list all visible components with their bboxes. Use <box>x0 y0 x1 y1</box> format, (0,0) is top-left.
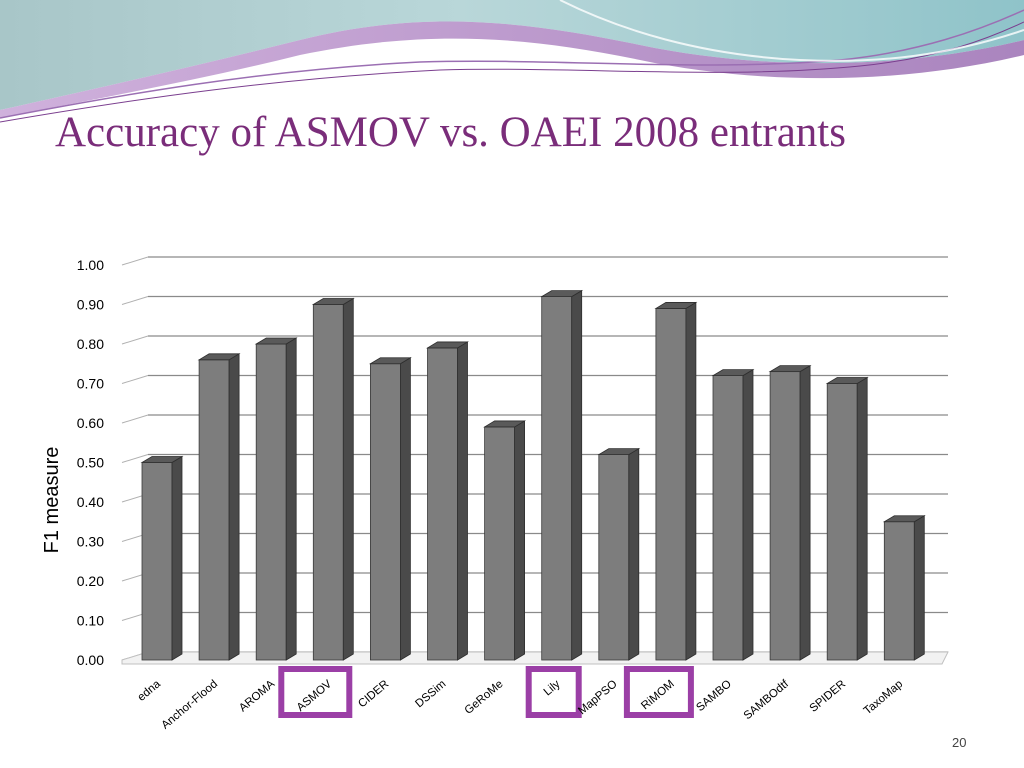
x-tick-label: MapPSO <box>576 678 619 717</box>
bar-top-RiMOM <box>654 302 698 309</box>
bar-top-ASMOV <box>311 298 355 305</box>
x-tick-label: SPIDER <box>808 678 849 715</box>
y-tick-label: 0.40 <box>77 494 104 510</box>
bar-top-CIDER <box>368 357 412 365</box>
x-tick-label: DSSim <box>413 678 448 710</box>
highlight-box-ASMOV <box>278 666 353 718</box>
x-tick-label: SAMBO <box>694 678 734 714</box>
bar-side-CIDER <box>399 357 411 661</box>
y-axis-label: F1 measure <box>41 447 63 554</box>
bar-chart: 0.00 0.10 0.20 0.30 0.40 0.50 0.60 0.70 0.80 0.90… <box>41 256 949 732</box>
gridline-diagonal <box>121 335 149 345</box>
y-tick-label: 0.50 <box>77 455 104 471</box>
bar-top-SPIDER <box>825 377 869 384</box>
bar-SAMBOdtf <box>769 371 801 661</box>
bar-ASMOV <box>312 304 344 661</box>
bar-side-SAMBO <box>742 368 754 661</box>
bar-DSSim <box>427 347 458 661</box>
x-tick-label: CIDER <box>356 678 391 710</box>
y-tick-label: 0.00 <box>77 652 104 668</box>
gridline-diagonal <box>121 454 149 463</box>
y-tick-label: 0.80 <box>77 336 104 352</box>
bar-top-Anchor-Flood <box>197 353 241 361</box>
bar-top-GeRoMe <box>483 420 527 428</box>
bar-SAMBO <box>712 375 744 661</box>
y-tick-label: 0.10 <box>77 613 104 629</box>
bar-side-AROMA <box>285 337 297 661</box>
bar-side-GeRoMe <box>514 420 526 661</box>
bar-SPIDER <box>826 383 858 661</box>
bar-side-edna <box>171 455 183 661</box>
bar-TaxoMap <box>883 521 915 661</box>
bar-top-AROMA <box>254 337 298 345</box>
bar-AROMA <box>255 343 287 661</box>
bar-side-Lily <box>571 289 583 661</box>
x-tick-label: ASMOV <box>295 678 335 714</box>
bar-top-edna <box>140 456 184 463</box>
bar-side-MapPSO <box>628 447 640 661</box>
highlight-box-Lily <box>525 666 582 718</box>
bar-Lily <box>541 296 573 661</box>
x-tick-label: SAMBOdtf <box>742 678 792 723</box>
bar-side-SPIDER <box>856 376 868 661</box>
gridline-diagonal <box>121 256 149 266</box>
x-tick-label: GeRoMe <box>463 678 506 717</box>
bar-MapPSO <box>598 454 630 661</box>
y-tick-label: 0.60 <box>77 415 104 431</box>
x-tick-label: edna <box>136 678 164 704</box>
gridline-diagonal <box>121 296 149 305</box>
gridline-diagonal <box>121 375 149 384</box>
bar-top-SAMBOdtf <box>768 365 812 373</box>
chart-floor <box>121 651 949 665</box>
bar-CIDER <box>369 363 401 661</box>
chart-panel: 0.00 0.10 0.20 0.30 0.40 0.50 0.60 0.70 0.80 0.90… <box>34 230 977 738</box>
bar-side-Anchor-Flood <box>228 353 240 661</box>
y-tick-label: 1.00 <box>77 257 104 273</box>
bar-top-SAMBO <box>711 369 755 377</box>
x-tick-label: RiMOM <box>639 678 677 712</box>
bar-edna <box>141 462 173 661</box>
x-tick-label: TaxoMap <box>862 678 905 717</box>
bar-top-TaxoMap <box>882 515 926 523</box>
bar-side-RiMOM <box>685 301 697 661</box>
x-tick-label: Anchor-Flood <box>159 678 220 732</box>
bar-side-ASMOV <box>342 297 354 661</box>
bar-GeRoMe <box>484 426 516 661</box>
y-tick-label: 0.90 <box>77 297 104 313</box>
page-number: 20 <box>952 735 967 750</box>
x-tick-label: Lily <box>542 678 563 698</box>
bar-top-Lily <box>540 290 584 297</box>
highlight-box-RiMOM <box>623 666 694 718</box>
bar-side-TaxoMap <box>913 515 925 661</box>
bar-side-SAMBOdtf <box>799 364 811 661</box>
y-tick-label: 0.30 <box>77 534 104 550</box>
bar-RiMOM <box>655 308 687 661</box>
y-tick-label: 0.70 <box>77 376 104 392</box>
bar-Anchor-Flood <box>198 359 230 661</box>
bar-top-DSSim <box>426 341 469 349</box>
y-tick-label: 0.20 <box>77 573 104 589</box>
x-tick-label: AROMA <box>237 678 277 715</box>
slide-title: Accuracy of ASMOV vs. OAEI 2008 entrants <box>55 109 846 156</box>
bar-side-DSSim <box>457 341 468 661</box>
bar-top-MapPSO <box>597 448 641 456</box>
gridline-diagonal <box>121 414 149 424</box>
